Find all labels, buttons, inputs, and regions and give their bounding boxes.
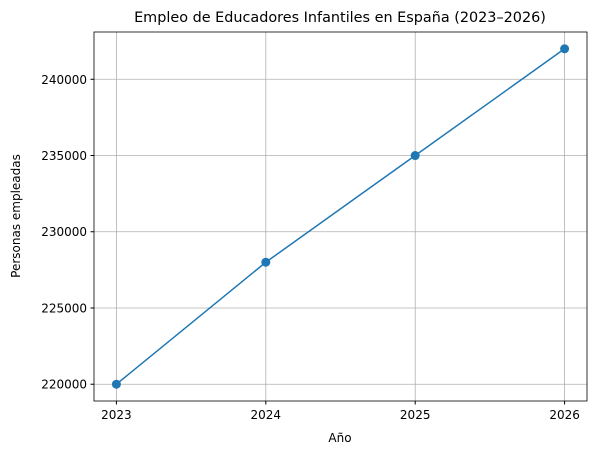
point bbox=[560, 44, 570, 54]
x-tick-label: 2026 bbox=[549, 408, 580, 422]
point bbox=[261, 257, 271, 267]
point bbox=[111, 379, 121, 389]
x-tick-label: 2025 bbox=[400, 408, 431, 422]
x-axis-label: Año bbox=[328, 431, 351, 445]
x-tick-label: 2024 bbox=[251, 408, 282, 422]
plot-frame bbox=[93, 31, 588, 402]
y-tick-label: 230000 bbox=[41, 225, 87, 239]
y-tick-label: 235000 bbox=[41, 149, 87, 163]
y-tick-label: 225000 bbox=[41, 301, 87, 315]
y-axis-label: Personas empleadas bbox=[9, 154, 23, 278]
y-tick-label: 240000 bbox=[41, 73, 87, 87]
x-tick-label: 2023 bbox=[101, 408, 132, 422]
y-tick-label: 220000 bbox=[41, 378, 87, 392]
chart-title: Empleo de Educadores Infantiles en Españ… bbox=[134, 10, 546, 26]
point bbox=[410, 151, 420, 161]
line bbox=[115, 48, 566, 385]
